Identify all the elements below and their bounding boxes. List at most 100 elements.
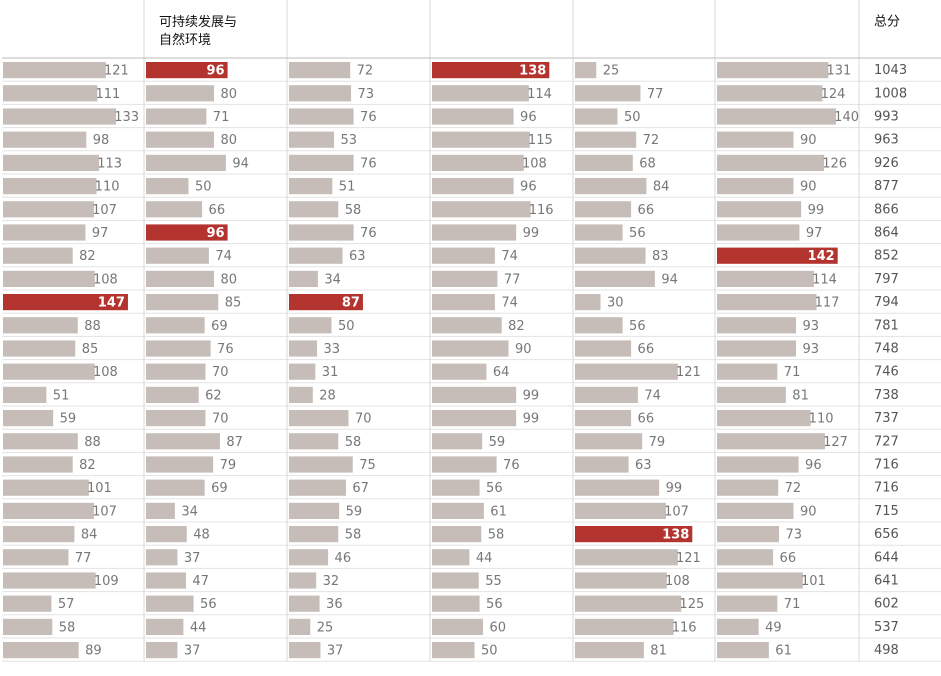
value-label: 70: [212, 365, 229, 380]
bar: [432, 294, 495, 311]
bar: [289, 618, 311, 635]
value-label: 75: [359, 458, 376, 473]
bar: [717, 433, 825, 450]
value-label: 82: [508, 319, 525, 334]
value-label: 126: [822, 156, 847, 171]
total-value: 727: [874, 434, 899, 449]
value-label: 55: [485, 574, 502, 589]
bar: [717, 85, 823, 102]
value-label: 44: [476, 551, 493, 566]
value-label: 82: [79, 458, 96, 473]
bar: [146, 108, 207, 125]
bar: [289, 572, 317, 589]
value-label: 81: [650, 644, 667, 659]
bar: [289, 642, 321, 659]
bar: [575, 270, 655, 287]
value-label: 82: [79, 249, 96, 264]
value-label: 37: [184, 644, 201, 659]
value-label: 58: [59, 620, 76, 635]
value-label: 28: [319, 388, 336, 403]
bar: [289, 410, 349, 427]
bar: [289, 363, 316, 380]
bar: [432, 85, 529, 102]
value-label: 99: [523, 412, 540, 427]
value-label: 138: [662, 528, 689, 543]
value-label: 107: [92, 504, 117, 519]
value-label: 56: [486, 481, 503, 496]
value-label: 48: [193, 528, 210, 543]
bar: [432, 410, 517, 427]
header-line-text: 可持续发展与: [159, 14, 237, 30]
value-label: 74: [501, 249, 518, 264]
bar: [575, 433, 643, 450]
value-label: 50: [624, 110, 641, 125]
bar: [432, 178, 514, 195]
bar: [717, 363, 778, 380]
value-label: 81: [792, 388, 809, 403]
value-label: 90: [800, 180, 817, 195]
value-label: 96: [207, 64, 225, 79]
value-label: 96: [520, 110, 537, 125]
bar: [717, 386, 786, 403]
value-label: 56: [486, 597, 503, 612]
value-label: 131: [827, 64, 852, 79]
bar: [432, 363, 487, 380]
bar: [717, 224, 800, 241]
value-label: 61: [490, 504, 507, 519]
bar: [717, 270, 814, 287]
total-value: 794: [874, 295, 899, 310]
bar: [146, 85, 214, 102]
value-label: 50: [338, 319, 355, 334]
bar: [146, 549, 178, 566]
value-label: 96: [805, 458, 822, 473]
value-label: 113: [97, 156, 122, 171]
bar: [575, 479, 660, 496]
total-value: 738: [874, 388, 899, 403]
bar: [289, 178, 333, 195]
bar: [146, 317, 205, 334]
value-label: 74: [644, 388, 661, 403]
bar: [432, 340, 509, 357]
bar: [146, 572, 186, 589]
value-label: 50: [481, 644, 498, 659]
value-label: 83: [652, 249, 669, 264]
bar: [3, 131, 87, 148]
total-value: 641: [874, 574, 899, 589]
value-label: 90: [515, 342, 532, 357]
bar: [289, 317, 332, 334]
total-value: 746: [874, 365, 899, 380]
total-value: 716: [874, 481, 899, 496]
bar: [3, 479, 89, 496]
total-value: 498: [874, 643, 899, 658]
bar: [717, 456, 799, 473]
value-label: 108: [522, 156, 547, 171]
bar: [3, 62, 106, 79]
bar: [289, 502, 340, 519]
bar: [289, 201, 339, 218]
value-label: 76: [360, 156, 377, 171]
bar: [146, 595, 194, 612]
value-label: 98: [93, 133, 110, 148]
bar: [575, 456, 629, 473]
value-label: 99: [808, 203, 825, 218]
bar: [3, 270, 95, 287]
bar: [146, 247, 209, 264]
value-label: 140: [834, 110, 859, 125]
value-label: 58: [345, 528, 362, 543]
value-label: 89: [85, 644, 102, 659]
bar: [3, 433, 78, 450]
value-label: 93: [803, 319, 820, 334]
value-label: 133: [114, 110, 139, 125]
bar: [146, 154, 226, 171]
value-label: 80: [220, 272, 237, 287]
total-value: 864: [874, 226, 899, 241]
bar: [432, 433, 483, 450]
value-label: 49: [765, 620, 782, 635]
bar: [717, 340, 797, 357]
value-label: 109: [94, 574, 119, 589]
bar: [146, 224, 228, 241]
value-label: 51: [53, 388, 70, 403]
value-label: 76: [217, 342, 234, 357]
bar: [289, 108, 354, 125]
